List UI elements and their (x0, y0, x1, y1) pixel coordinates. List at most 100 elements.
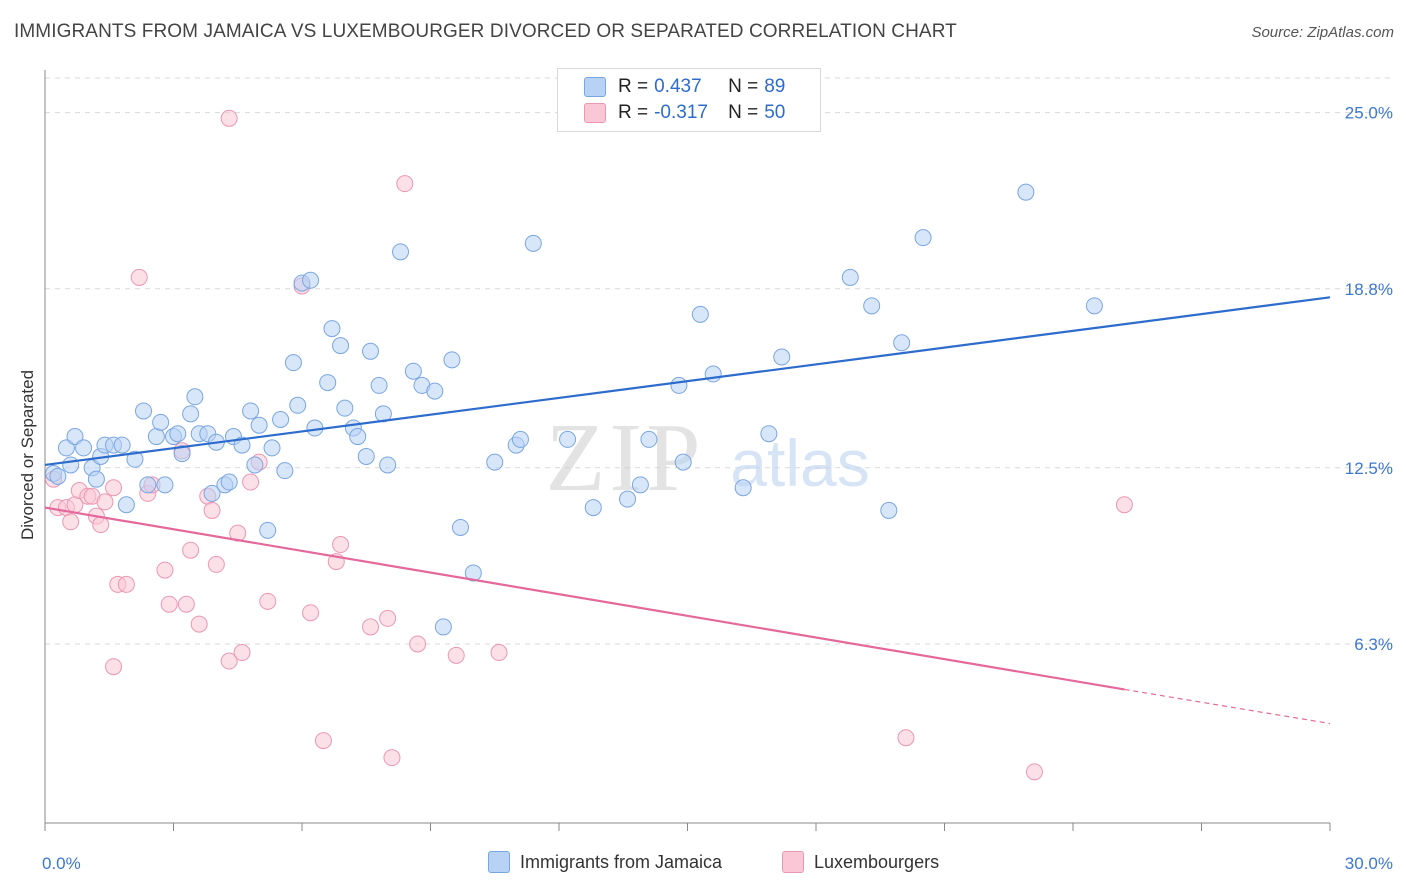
luxembourger-point (409, 635, 427, 653)
bottom-legend-jamaica: Immigrants from Jamaica (488, 851, 722, 873)
jamaica-point (404, 362, 422, 380)
jamaica-points (45, 183, 1103, 636)
luxembourger-point (207, 555, 225, 573)
jamaica-point (559, 430, 577, 448)
jamaica-point (362, 342, 380, 360)
luxembourger-point (96, 493, 114, 511)
legend-n-value: 89 (764, 76, 786, 97)
jamaica-point (370, 376, 388, 394)
jamaica-point (117, 496, 135, 514)
jamaica-point (349, 428, 367, 446)
jamaica-point (357, 447, 375, 465)
luxembourger-point (190, 615, 208, 633)
luxembourger-trend-line (44, 506, 1125, 691)
luxembourger-point (130, 268, 148, 286)
luxembourger-point (117, 575, 135, 593)
luxembourger-point (383, 749, 401, 767)
jamaica-point (49, 467, 67, 485)
luxembourger-point (203, 501, 221, 519)
jamaica-point (323, 320, 341, 338)
y-tick-label: 12.5% (1345, 459, 1393, 478)
legend-n-value: 50 (764, 102, 786, 123)
luxembourger-point (1115, 496, 1133, 514)
x-tick-label: 0.0% (42, 854, 81, 873)
luxembourger-point (156, 561, 174, 579)
legend-r-label: R = (618, 102, 649, 123)
luxembourger-point (92, 516, 110, 534)
luxembourger-point (220, 652, 238, 670)
jamaica-point (242, 402, 260, 420)
legend-n-label: N = (728, 102, 759, 123)
chart-title: IMMIGRANTS FROM JAMAICA VS LUXEMBOURGER … (14, 21, 957, 42)
jamaica-point (259, 521, 277, 539)
jamaica-point (139, 476, 157, 494)
trend-lines (44, 296, 1331, 725)
stats-legend: R = 0.437 N = 89 R = -0.317 N = 50 (557, 68, 821, 132)
jamaica-trend-line (44, 296, 1331, 467)
jamaica-point (464, 564, 482, 582)
jamaica-point (426, 382, 444, 400)
jamaica-point (734, 479, 752, 497)
jamaica-point (434, 618, 452, 636)
legend-n-label: N = (728, 76, 759, 97)
luxembourger-point (314, 732, 332, 750)
jamaica-point (233, 436, 251, 454)
jamaica-point (62, 456, 80, 474)
chart-source: Source: ZipAtlas.com (1251, 24, 1394, 41)
svg-text:atlas: atlas (730, 426, 869, 500)
jamaica-point (246, 456, 264, 474)
x-tick-labels: 0.0% 30.0% (42, 854, 1393, 873)
luxembourger-point (177, 595, 195, 613)
y-axis-label: Divorced or Separated (18, 369, 37, 541)
blue-swatch-icon (584, 77, 606, 97)
watermark: ZIP atlas (546, 404, 870, 512)
luxembourger-point (160, 595, 178, 613)
jamaica-point (893, 334, 911, 352)
jamaica-point (511, 430, 529, 448)
luxembourger-point (490, 644, 508, 662)
jamaica-point (250, 416, 268, 434)
jamaica-point (263, 439, 281, 457)
luxembourger-trend-extension (1124, 688, 1331, 725)
luxembourger-point (233, 644, 251, 662)
jamaica-point (135, 402, 153, 420)
jamaica-point (670, 376, 688, 394)
jamaica-point (126, 450, 144, 468)
luxembourger-point (1025, 763, 1043, 781)
jamaica-point (284, 354, 302, 372)
jamaica-point (272, 411, 290, 429)
luxembourger-point (259, 592, 277, 610)
y-tick-label: 6.3% (1354, 635, 1393, 654)
jamaica-point (619, 490, 637, 508)
jamaica-point (640, 430, 658, 448)
luxembourger-point (220, 109, 238, 127)
legend-row-luxembourger: R = -0.317 N = 50 (584, 100, 785, 126)
jamaica-point (392, 243, 410, 261)
jamaica-point (1085, 297, 1103, 315)
jamaica-point (276, 462, 294, 480)
blue-swatch-icon (488, 851, 510, 873)
jamaica-point (674, 453, 692, 471)
x-tick-label: 30.0% (1345, 854, 1393, 873)
bottom-legend-label: Luxembourgers (814, 851, 940, 872)
jamaica-point (182, 405, 200, 423)
luxembourger-point (182, 541, 200, 559)
legend-r-label: R = (618, 76, 649, 97)
bottom-legend-luxembourger: Luxembourgers (782, 851, 939, 873)
jamaica-point (336, 399, 354, 417)
jamaica-point (203, 484, 221, 502)
jamaica-point (691, 305, 709, 323)
jamaica-point (66, 428, 84, 446)
luxembourger-point (396, 175, 414, 193)
y-tick-labels: 6.3% 12.5% 18.8% 25.0% (1345, 104, 1393, 654)
jamaica-point (152, 413, 170, 431)
jamaica-point (841, 268, 859, 286)
luxembourger-point (302, 604, 320, 622)
jamaica-point (289, 396, 307, 414)
legend-row-jamaica: R = 0.437 N = 89 (584, 74, 785, 100)
jamaica-point (87, 470, 105, 488)
y-tick-label: 25.0% (1345, 104, 1393, 123)
luxembourger-point (379, 609, 397, 627)
pink-swatch-icon (782, 851, 804, 873)
luxembourger-point (447, 646, 465, 664)
